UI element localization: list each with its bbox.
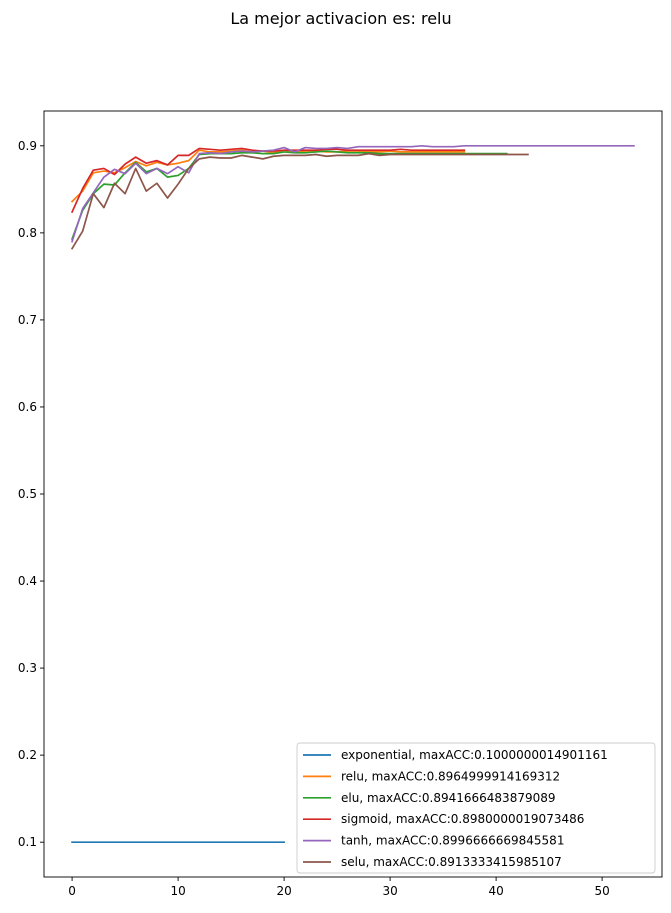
x-tick-label: 40: [488, 884, 503, 898]
y-tick-label: 0.6: [18, 400, 37, 414]
legend: exponential, maxACC:0.1000000014901161 re…: [296, 742, 656, 874]
x-tick-label: 50: [594, 884, 609, 898]
legend-label-3: sigmoid, maxACC:0.8980000019073486: [341, 812, 584, 826]
x-tick-label: 10: [170, 884, 185, 898]
y-tick-label: 0.8: [18, 226, 37, 240]
y-tick-label: 0.1: [18, 835, 37, 849]
legend-label-4: tanh, maxACC:0.8996666669845581: [341, 834, 564, 848]
y-tick-label: 0.7: [18, 313, 37, 327]
chart-title: La mejor activacion es: relu: [230, 9, 451, 28]
y-tick-label: 0.3: [18, 661, 37, 675]
series-line-5: [70, 152, 529, 250]
y-tick-label: 0.2: [18, 748, 37, 762]
y-tick-label: 0.4: [18, 574, 37, 588]
plot-area: 0 10 20 30 40 50 0.1 0.2 0.3 0.4 0.5 0.6 0.7 0.8 0.9 ex…: [18, 110, 663, 898]
legend-label-1: relu, maxACC:0.8964999914169312: [341, 769, 560, 783]
x-axis: 0 10 20 30 40 50: [68, 877, 610, 898]
x-tick-label: 30: [382, 884, 397, 898]
series-lines: [70, 144, 635, 844]
series-line-4: [71, 144, 635, 243]
y-tick-label: 0.9: [18, 139, 37, 153]
legend-label-5: selu, maxACC:0.8913333415985107: [341, 855, 562, 869]
series-line-2: [70, 150, 508, 241]
legend-label-0: exponential, maxACC:0.1000000014901161: [341, 748, 608, 762]
y-tick-label: 0.5: [18, 487, 37, 501]
y-axis: 0.1 0.2 0.3 0.4 0.5 0.6 0.7 0.8 0.9: [18, 139, 44, 849]
x-tick-label: 20: [276, 884, 291, 898]
series-line-1: [70, 149, 466, 203]
legend-box: [296, 742, 656, 874]
legend-label-2: elu, maxACC:0.8941666483879089: [341, 791, 556, 805]
x-tick-label: 0: [68, 884, 76, 898]
